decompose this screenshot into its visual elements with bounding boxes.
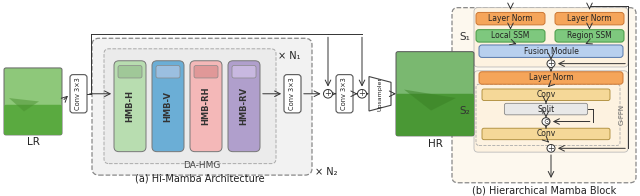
Text: (a) Hi-Mamba Architecture: (a) Hi-Mamba Architecture [135,174,265,184]
Text: × N₁: × N₁ [278,51,301,61]
Text: HMB-V: HMB-V [163,91,173,122]
FancyBboxPatch shape [118,65,142,78]
Text: G-FFN: G-FFN [619,104,625,125]
FancyBboxPatch shape [114,61,146,152]
Text: Upsampler: Upsampler [378,77,383,111]
FancyBboxPatch shape [190,61,222,152]
FancyBboxPatch shape [504,103,588,115]
Text: Layer Norm: Layer Norm [529,74,573,83]
Text: +: + [358,89,365,98]
FancyBboxPatch shape [555,30,624,42]
Text: +: + [324,89,332,98]
FancyBboxPatch shape [194,65,218,78]
Circle shape [547,144,555,152]
FancyBboxPatch shape [104,49,276,164]
Polygon shape [9,98,39,112]
Text: +: + [548,59,554,68]
FancyBboxPatch shape [476,30,545,42]
Text: S₂: S₂ [460,106,470,116]
Text: Split: Split [538,105,555,113]
FancyBboxPatch shape [482,128,610,140]
Text: S₁: S₁ [460,32,470,42]
FancyBboxPatch shape [474,71,628,152]
FancyBboxPatch shape [4,105,62,135]
FancyBboxPatch shape [476,12,545,25]
Text: Layer Norm: Layer Norm [567,14,612,23]
FancyBboxPatch shape [396,52,474,136]
Text: Fusion Module: Fusion Module [524,47,579,56]
Text: × N₂: × N₂ [315,167,337,177]
Text: Conv: Conv [536,129,556,138]
FancyBboxPatch shape [452,8,636,183]
FancyBboxPatch shape [396,94,474,136]
FancyBboxPatch shape [482,89,610,101]
FancyBboxPatch shape [284,75,301,113]
FancyBboxPatch shape [232,65,256,78]
Text: ⊙: ⊙ [543,117,549,126]
Text: HMB-H: HMB-H [125,90,134,122]
Text: DA-HMG: DA-HMG [183,161,221,170]
Text: HR: HR [428,139,442,149]
FancyBboxPatch shape [4,68,62,135]
FancyBboxPatch shape [156,65,180,78]
Polygon shape [404,90,456,111]
FancyBboxPatch shape [70,75,87,113]
FancyBboxPatch shape [479,72,623,84]
FancyBboxPatch shape [474,8,628,67]
Text: +: + [548,143,554,152]
FancyBboxPatch shape [336,75,353,113]
Text: Layer Norm: Layer Norm [488,14,533,23]
Text: Local SSM: Local SSM [492,31,530,40]
Circle shape [358,89,367,98]
FancyBboxPatch shape [92,38,312,175]
Text: Conv: Conv [536,90,556,99]
Text: HMB-RH: HMB-RH [202,87,211,125]
Polygon shape [369,77,391,111]
FancyBboxPatch shape [228,61,260,152]
Circle shape [323,89,333,98]
FancyBboxPatch shape [555,12,624,25]
Text: Conv 3×3: Conv 3×3 [342,77,348,110]
Text: HMB-RV: HMB-RV [239,87,248,125]
Text: Region SSM: Region SSM [567,31,612,40]
FancyBboxPatch shape [479,45,623,57]
Text: Conv 3×3: Conv 3×3 [76,77,81,110]
FancyBboxPatch shape [152,61,184,152]
Text: (b) Hierarchical Mamba Block: (b) Hierarchical Mamba Block [472,186,616,196]
Circle shape [542,118,550,125]
Circle shape [547,60,555,67]
Text: Conv 3×3: Conv 3×3 [289,77,296,110]
Text: LR: LR [27,137,40,147]
